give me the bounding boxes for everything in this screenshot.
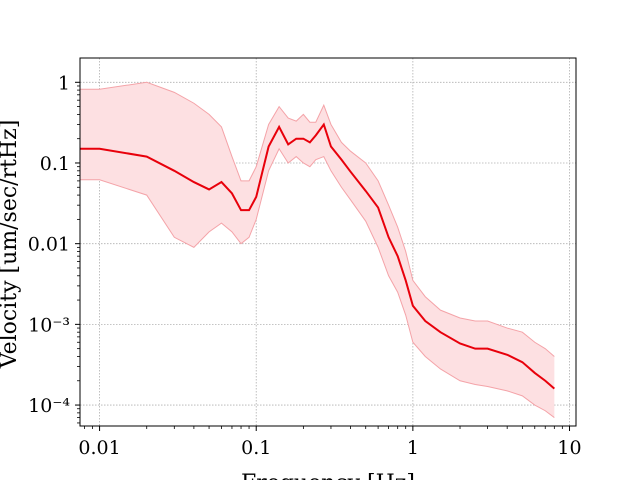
confidence-band xyxy=(80,82,555,418)
axes-frame xyxy=(79,57,577,427)
x-tick-label: 10 xyxy=(557,437,581,459)
x-tick-label: 1 xyxy=(407,437,419,459)
y-tick-label: 0.01 xyxy=(28,234,70,256)
y-tick-label: 0.1 xyxy=(40,153,70,175)
y-tick-label: 1 xyxy=(58,72,70,94)
y-axis-label: Velocity [um/sec/rtHz] xyxy=(0,120,22,370)
x-tick-label: 0.1 xyxy=(241,437,271,459)
y-tick-label: 10⁻⁴ xyxy=(28,395,70,417)
x-tick-label: 0.01 xyxy=(78,437,120,459)
series-median-line xyxy=(80,122,555,390)
y-tick-label: 10⁻³ xyxy=(28,314,70,336)
x-axis-label: Frequency [Hz] xyxy=(241,471,415,480)
series-lower-line xyxy=(80,147,555,418)
series-upper-line xyxy=(80,81,555,357)
